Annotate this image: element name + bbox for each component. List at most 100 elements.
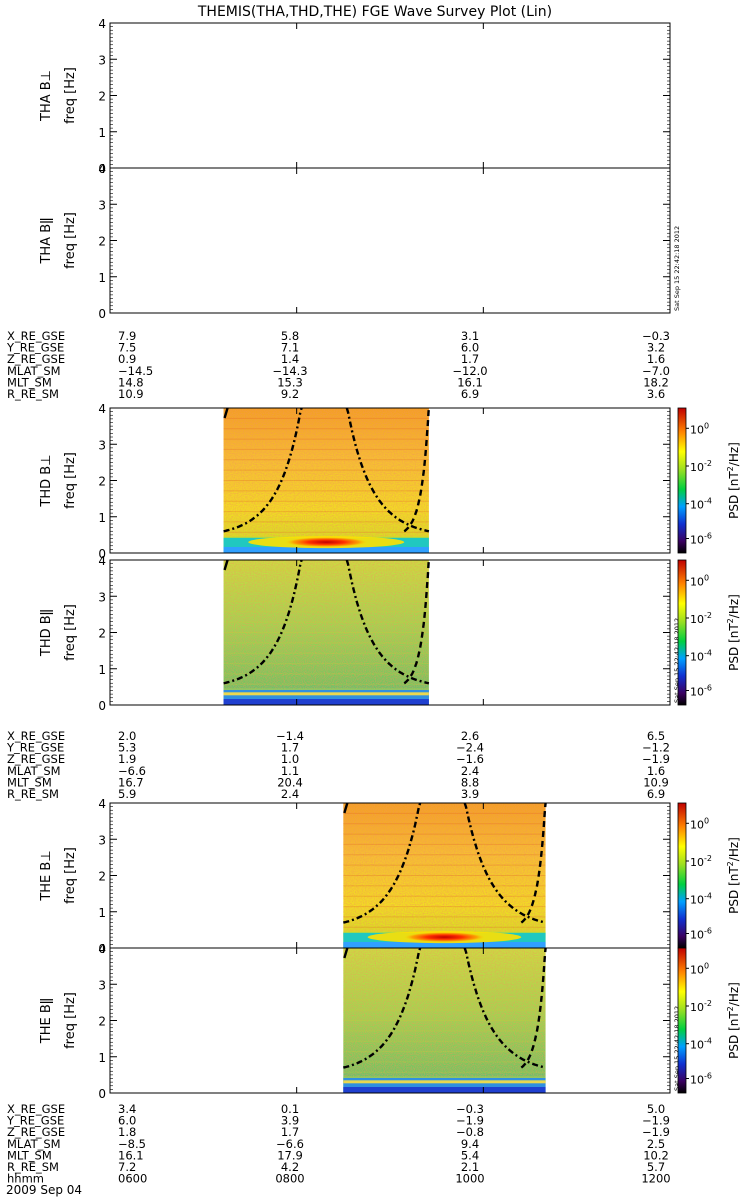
colorbar-tick-label: 100 [690, 961, 709, 976]
ephemeris-value: 3.1 [461, 329, 479, 343]
y-tick-label: 2 [98, 1015, 106, 1029]
spectrogram [343, 947, 547, 1093]
ephemeris-value: −6.6 [276, 1137, 304, 1151]
ephemeris-value: 7.2 [118, 1160, 136, 1174]
ephemeris-value: −1.2 [642, 741, 670, 755]
ephemeris-row-name: MLT_SM [7, 1148, 52, 1162]
ephemeris-value: 7.5 [118, 341, 136, 355]
ephemeris-row-name: Y_RE_GSE [6, 341, 64, 355]
date-label: 2009 Sep 04 [6, 1183, 82, 1197]
ephemeris-value: 5.0 [647, 1102, 665, 1116]
y-tick-label: 1 [98, 906, 106, 920]
y-axis-label: freq [Hz] [63, 452, 78, 509]
y-tick-label: 0 [98, 162, 106, 176]
cyclotron-curve [345, 559, 430, 685]
ephemeris-value: 14.8 [118, 375, 144, 389]
y-tick-label: 4 [98, 554, 106, 568]
ephemeris-value: −1.9 [642, 1125, 670, 1139]
ephemeris-value: 3.4 [118, 1102, 136, 1116]
ephemeris-value: −6.6 [118, 764, 146, 778]
ephemeris-value: 18.2 [643, 375, 669, 389]
ephemeris-value: 1.7 [281, 741, 299, 755]
cyclotron-curve [403, 559, 431, 685]
y-tick-label: 3 [98, 438, 106, 452]
ephemeris-row-name: Z_RE_GSE [7, 1125, 65, 1139]
colorbar-tick-label: 100 [690, 573, 709, 588]
y-tick-label: 1 [98, 126, 106, 140]
ephemeris-value: 1.6 [647, 352, 665, 366]
ephemeris-value: 2.1 [461, 1160, 479, 1174]
y-tick-label: 3 [98, 53, 106, 67]
colorbar-tick-label: 10-2 [690, 611, 712, 626]
ephemeris-value: 0.9 [118, 352, 136, 366]
cyclotron-curve [520, 802, 547, 924]
ephemeris-value: 9.4 [461, 1137, 479, 1151]
y-axis-label: freq [Hz] [63, 847, 78, 904]
cyclotron-curve [343, 802, 422, 924]
ephemeris-value: 5.8 [281, 329, 299, 343]
y-tick-label: 4 [98, 402, 106, 416]
ephemeris-row-name: X_RE_GSE [7, 1102, 65, 1116]
ephemeris-row-name: Y_RE_GSE [6, 741, 64, 755]
y-tick-label: 2 [98, 870, 106, 884]
y-tick-label: 1 [98, 511, 106, 525]
y-tick-label: 1 [98, 271, 106, 285]
colorbar-tick-label: 10-2 [690, 854, 712, 869]
ephemeris-value: −12.0 [452, 364, 487, 378]
panel-thd-bperp: 0 1 2 3 4 THD B⊥ freq [Hz] 100 10-2 10-4 10-6 PSD [… [39, 402, 741, 561]
print-timestamp: Sat Sep 15 22:42:18 2012 [673, 226, 681, 311]
ephemeris-row-name: Y_RE_GSE [6, 1114, 64, 1128]
print-timestamp: Sat Sep 15 22:42:18 2012 [673, 1006, 681, 1091]
cyclotron-curve [403, 407, 431, 533]
ephemeris-value: 5.3 [118, 741, 136, 755]
ephemeris-row-name: MLAT_SM [7, 364, 61, 378]
ephemeris-value: 16.1 [457, 375, 483, 389]
ephemeris-value: 0.1 [281, 1102, 299, 1116]
ephemeris-value: −1.4 [276, 729, 304, 743]
ephemeris-value: 15.3 [277, 375, 303, 389]
panel-frame [109, 167, 671, 314]
y-tick-label: 3 [98, 978, 106, 992]
y-tick-label: 0 [98, 1087, 106, 1101]
ephemeris-value: 8.8 [461, 775, 479, 789]
ephemeris-value: 1.4 [281, 352, 299, 366]
colorbar-tick-label: 100 [690, 421, 709, 436]
y-tick-label: 0 [98, 307, 106, 321]
y-tick-label: 0 [98, 699, 106, 713]
y-axis-label: freq [Hz] [63, 992, 78, 1049]
ephemeris-value: −1.6 [456, 752, 484, 766]
colorbar: 100 10-2 10-4 10-6 PSD [nT2/Hz] [677, 407, 741, 554]
figure-title: THEMIS(THA,THD,THE) FGE Wave Survey Plot… [197, 4, 552, 20]
colorbar-tick-label: 10-2 [690, 999, 712, 1014]
spectrogram [223, 407, 431, 553]
y-axis-label: freq [Hz] [63, 67, 78, 124]
panel-the-bperp: 0 1 2 3 4 THE B⊥ freq [Hz] 100 10-2 10-4 10-6 PSD [… [39, 797, 741, 956]
ephemeris-value: 5.4 [461, 1148, 479, 1162]
ephemeris-value: 1.8 [118, 1125, 136, 1139]
colorbar-tick-label: 10-4 [690, 649, 712, 664]
colorbar-label: PSD [nT2/Hz] [726, 594, 741, 671]
ephemeris-row-name: hhmm [7, 1172, 44, 1186]
ephemeris-value: −0.3 [456, 1102, 484, 1116]
ephemeris-value: 6.9 [461, 387, 479, 401]
panel-label: THD B⊥ [39, 454, 54, 507]
panel-thd-bpar: 0 1 2 3 4 THD Bǁ freq [Hz] Sat Sep 15 22:42:18 … [39, 554, 741, 713]
panel-label: THA Bǁ [39, 217, 54, 264]
ephemeris-value: 1.9 [118, 752, 136, 766]
colorbar-tick-label: 100 [690, 816, 709, 831]
colorbar-tick-label: 10-6 [690, 927, 712, 942]
ephemeris-row-name: Z_RE_GSE [7, 352, 65, 366]
ephemeris-value: 2.4 [281, 787, 299, 801]
ephemeris-value: 6.0 [461, 341, 479, 355]
y-tick-label: 1 [98, 1051, 106, 1065]
ephemeris-value: 10.2 [643, 1148, 669, 1162]
ephemeris-value: 1200 [641, 1172, 670, 1186]
cyclotron-curve [520, 947, 547, 1069]
cyclotron-curve [345, 407, 430, 533]
y-tick-label: 3 [98, 198, 106, 212]
cyclotron-curve [223, 407, 303, 533]
ephemeris-value: −1.9 [456, 1114, 484, 1128]
panel-label: THD Bǁ [39, 609, 54, 657]
ephemeris-row-name: R_RE_SM [7, 387, 59, 401]
colorbar-tick-label: 10-4 [690, 497, 712, 512]
